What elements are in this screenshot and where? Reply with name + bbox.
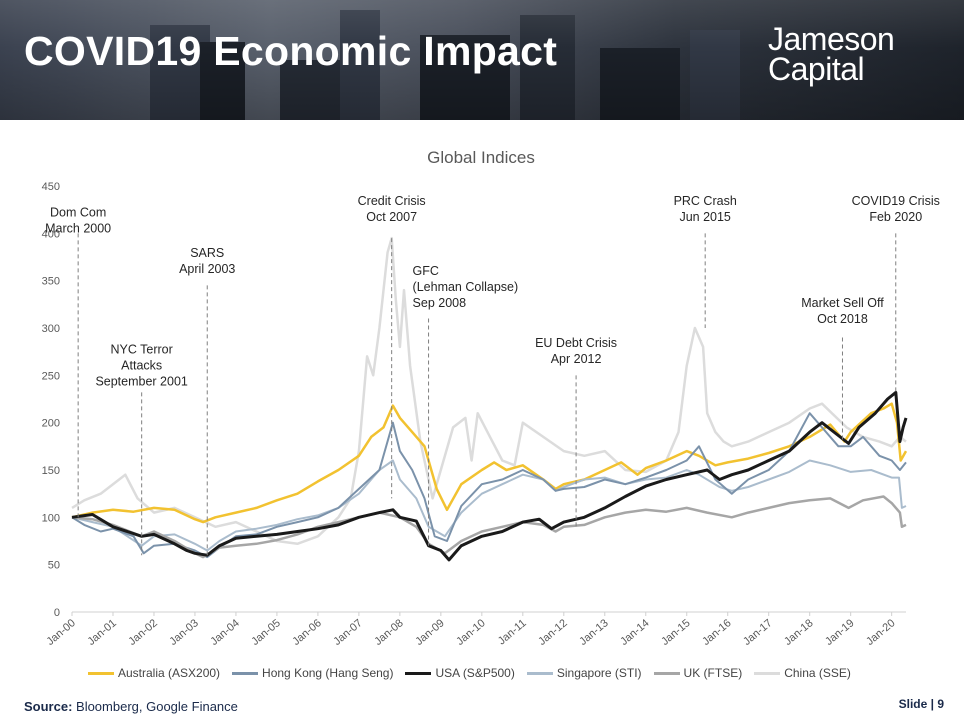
y-tick-label: 300: [42, 323, 60, 335]
chart-legend: Australia (ASX200) Hong Kong (Hang Seng) U…: [88, 666, 863, 680]
legend-swatch: [653, 672, 680, 676]
y-tick-label: 400: [42, 228, 60, 240]
legend-label: Australia (ASX200): [118, 666, 221, 680]
y-axis: 0 50 100 150 200 250 300 350 400 450: [42, 181, 60, 619]
y-tick-label: 200: [42, 418, 60, 430]
series-line-uk: [71, 495, 907, 559]
legend-item: Singapore (STI): [526, 666, 642, 680]
x-tick-label: Jan-12: [536, 617, 569, 648]
building-silhouette: [520, 15, 575, 120]
x-tick-label: Jan-13: [577, 617, 610, 648]
eu-debt-event-label: EU Debt Crisis Apr 2012: [535, 336, 617, 366]
series-line-australia: [71, 402, 908, 524]
x-tick-label: Jan-00: [44, 617, 77, 648]
legend-swatch: [88, 672, 114, 676]
y-tick-label: 450: [42, 181, 60, 193]
credit-crisis-event-label: Credit Crisis Oct 2007: [358, 194, 426, 224]
y-tick-label: 350: [42, 276, 60, 288]
company-logo: Jameson Capital: [768, 21, 895, 87]
x-tick-label: Jan-05: [249, 617, 282, 648]
series-line-china: [71, 236, 907, 546]
building-silhouette: [280, 60, 350, 120]
building-silhouette: [420, 35, 510, 120]
x-tick-label: Jan-17: [741, 617, 774, 648]
source-label: Source:: [24, 699, 73, 714]
series-line-singapore: [71, 459, 907, 552]
y-tick-label: 250: [42, 370, 60, 382]
x-tick-label: Jan-10: [454, 617, 487, 648]
legend-swatch: [405, 672, 432, 676]
legend-swatch: [526, 672, 553, 676]
legend-item: UK (FTSE): [653, 666, 743, 680]
sars-event-label: SARS April 2003: [179, 246, 235, 276]
x-tick-label: Jan-04: [208, 617, 241, 648]
x-tick-label: Jan-18: [782, 617, 815, 648]
dot-com-event-label: Dom Com March 2000: [45, 205, 111, 235]
x-tick-label: Jan-08: [372, 617, 405, 648]
x-tick-label: Jan-11: [496, 617, 529, 647]
gfc-event-label: GFC (Lehman Collapse) Sep 2008: [413, 264, 519, 310]
prc-crash-event-label: PRC Crash Jun 2015: [674, 194, 737, 224]
header-shading: [0, 0, 964, 120]
source-text: Bloomberg, Google Finance: [72, 699, 238, 714]
chart-title: Global Indices: [427, 148, 535, 167]
logo-line-1: Jameson: [768, 21, 895, 57]
y-tick-label: 0: [54, 607, 60, 619]
x-tick-label: Jan-06: [290, 617, 323, 648]
x-axis: Jan-00 Jan-01 Jan-02 Jan-03 Jan-04 Jan-05 Jan-…: [44, 611, 906, 648]
nyc-terror-event-label: NYC Terror Attacks September 2001: [95, 343, 187, 389]
x-tick-label: Jan-16: [700, 617, 733, 648]
market-selloff-event-label: Market Sell Off Oct 2018: [801, 296, 884, 326]
legend-item: China (SSE): [754, 666, 851, 680]
legend-item: Hong Kong (Hang Seng): [232, 666, 393, 680]
legend-item: Australia (ASX200): [88, 666, 220, 680]
x-tick-label: Jan-14: [618, 617, 651, 648]
building-silhouette: [340, 10, 380, 120]
x-tick-label: Jan-07: [331, 617, 364, 648]
x-tick-label: Jan-09: [413, 617, 446, 648]
x-tick-label: Jan-03: [167, 617, 200, 648]
x-tick-label: Jan-01: [85, 617, 118, 648]
legend-label: Hong Kong (Hang Seng): [262, 666, 394, 680]
legend-label: USA (S&P500): [435, 666, 515, 680]
event-annotations: Dom Com March 2000 NYC Terror Attacks Septem…: [45, 194, 940, 556]
legend-label: Singapore (STI): [556, 666, 642, 680]
covid19-event-label: COVID19 Crisis Feb 2020: [852, 194, 940, 224]
source-note: Source: Bloomberg, Google Finance: [24, 699, 238, 714]
y-tick-label: 100: [42, 512, 60, 524]
x-tick-label: Jan-19: [823, 617, 856, 648]
slide-number: Slide | 9: [898, 697, 944, 711]
building-silhouette: [690, 30, 740, 120]
y-tick-label: 150: [42, 465, 60, 477]
x-tick-label: Jan-15: [659, 617, 692, 648]
legend-item: USA (S&P500): [405, 666, 515, 680]
y-tick-label: 50: [48, 560, 60, 572]
legend-swatch: [232, 672, 259, 676]
legend-swatch: [754, 672, 781, 676]
global-indices-chart: Global Indices 0 50 100 150 200 250 300 350 400 4…: [42, 148, 940, 648]
series-layer: [71, 236, 908, 562]
building-silhouette: [200, 42, 245, 120]
legend-label: UK (FTSE): [683, 666, 743, 680]
x-tick-label: Jan-20: [864, 617, 897, 648]
series-line-usa: [71, 390, 908, 562]
legend-label: China (SSE): [784, 666, 851, 680]
page-title: COVID19 Economic Impact: [24, 28, 558, 74]
x-tick-label: Jan-02: [126, 617, 159, 648]
slide-header: COVID19 Economic Impact Jameson Capital: [0, 0, 964, 120]
building-silhouette: [600, 48, 680, 120]
logo-line-2: Capital: [768, 51, 865, 87]
